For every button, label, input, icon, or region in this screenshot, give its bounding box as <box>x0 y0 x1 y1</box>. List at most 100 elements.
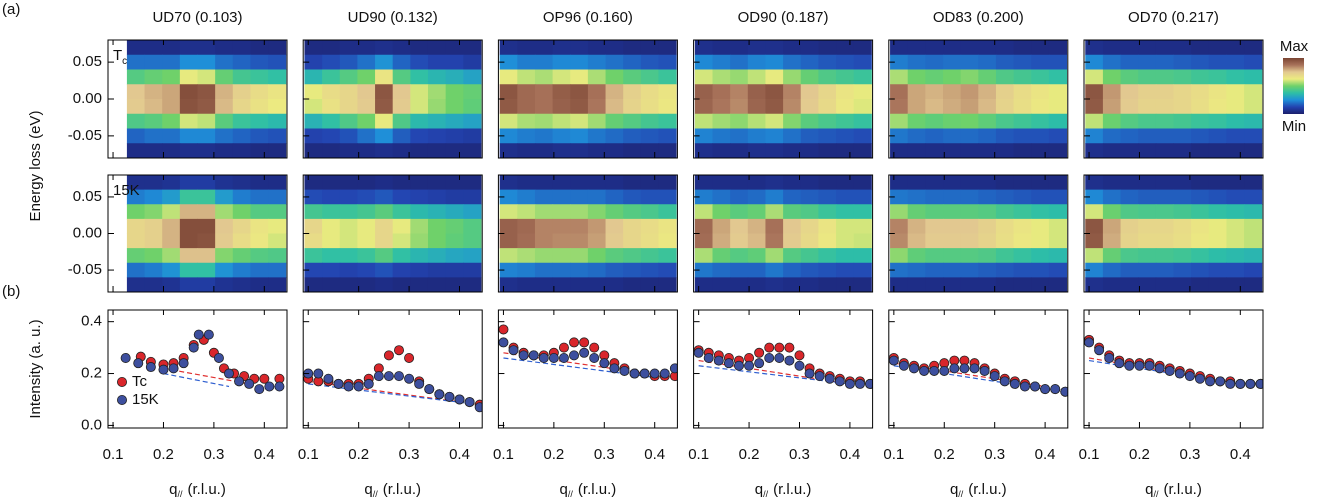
data-point <box>599 358 610 369</box>
heatmap-cell <box>1085 189 1104 205</box>
x-axis-title: q// (r.l.u.) <box>169 481 226 499</box>
heatmap-cell <box>1085 233 1104 249</box>
heatmap-cell <box>322 113 341 129</box>
data-point <box>1134 360 1145 371</box>
heatmap-cell <box>623 189 642 205</box>
heatmap-cell <box>1155 84 1174 100</box>
data-point <box>474 402 483 413</box>
x-tick-label: 0.2 <box>1129 446 1150 463</box>
axes-frame <box>693 309 874 429</box>
heatmap-cell <box>1226 128 1245 144</box>
heatmap-cell <box>907 99 926 115</box>
heatmap-cell <box>1138 113 1157 129</box>
data-point <box>313 368 324 379</box>
data-point <box>909 363 920 374</box>
heatmap-cell <box>1138 84 1157 100</box>
heatmap-cell <box>1120 233 1139 249</box>
axes-frame <box>1083 309 1264 429</box>
heatmap-cell <box>978 175 997 191</box>
plot <box>126 175 287 292</box>
heatmap-cell <box>162 175 181 191</box>
heatmap-cell <box>427 262 447 278</box>
heatmap-cell <box>836 54 855 70</box>
plot <box>888 352 1068 397</box>
heatmap-cell <box>1244 143 1263 158</box>
x-axis-title-sub: // <box>763 489 769 499</box>
heatmap-cell <box>197 69 216 85</box>
data-point <box>814 371 825 382</box>
heatmap-cell <box>1048 175 1068 191</box>
heatmap-cell <box>587 128 607 144</box>
annotation: 15K <box>113 182 140 199</box>
heatmap-cell <box>1102 262 1122 278</box>
data-point <box>259 373 270 384</box>
heatmap-cell <box>783 248 802 264</box>
heatmap-cell <box>162 262 181 278</box>
x-tick-label: 0.4 <box>1035 446 1056 463</box>
heatmap-cell <box>1048 143 1068 158</box>
heatmap-cell <box>304 248 323 264</box>
heatmap-cell <box>304 128 323 144</box>
heatmap-cell <box>978 128 997 144</box>
heatmap-cell <box>322 54 341 70</box>
heatmap-cell <box>978 189 997 205</box>
heatmap-cell <box>943 69 962 85</box>
heatmap-cell <box>925 143 944 158</box>
heatmap-cell <box>658 69 677 85</box>
data-point <box>589 342 600 353</box>
x-axis-title-main: q <box>1145 481 1153 498</box>
heatmap-cell <box>375 204 394 220</box>
heatmap-cell <box>357 233 376 249</box>
heatmap-cell <box>853 143 872 158</box>
heatmap-cell <box>179 233 198 249</box>
data-point <box>919 365 930 376</box>
heatmap-cell <box>126 99 146 115</box>
heatmap-cell <box>268 54 287 70</box>
heatmap-cell <box>712 175 731 191</box>
colorbar-min-label: Min <box>1282 118 1306 135</box>
heatmap-cell <box>818 204 837 220</box>
heatmap-cell <box>623 218 642 234</box>
heatmap-cell <box>925 189 944 205</box>
heatmap-cell <box>960 218 979 234</box>
heatmap-cell <box>836 40 855 56</box>
background-line <box>163 372 230 388</box>
heatmap-cell <box>250 54 269 70</box>
heatmap-cell <box>800 128 819 144</box>
data-point <box>794 360 805 371</box>
heatmap-cell <box>730 262 749 278</box>
heatmap-cell <box>623 248 642 264</box>
heatmap-cell <box>445 143 464 158</box>
heatmap-cell <box>818 99 837 115</box>
heatmap-cell <box>907 233 926 249</box>
heatmap-cell <box>232 262 251 278</box>
heatmap-cell <box>712 113 731 129</box>
heatmap-cell <box>587 175 607 191</box>
heatmap-cell <box>517 54 536 70</box>
background-line <box>698 359 851 385</box>
heatmap-cell <box>357 262 376 278</box>
heatmap-cell <box>1048 233 1068 249</box>
heatmap-cell <box>658 189 677 205</box>
data-point <box>589 352 600 363</box>
heatmap-cell <box>144 175 163 191</box>
heatmap-cell <box>1226 262 1245 278</box>
heatmap-cell <box>339 233 358 249</box>
heatmap-cell <box>818 40 837 56</box>
heatmap-cell <box>322 143 341 158</box>
heatmap-cell <box>1226 113 1245 129</box>
heatmap-cell <box>925 40 944 56</box>
x-axis-title-main: q <box>560 481 568 498</box>
heatmap-cell <box>463 40 482 56</box>
heatmap-cell <box>144 113 163 129</box>
heatmap-cell <box>1085 84 1104 100</box>
data-point <box>145 362 156 373</box>
heatmap-cell <box>1155 69 1174 85</box>
heatmap-cell <box>517 248 536 264</box>
heatmap-cell <box>1138 99 1157 115</box>
heatmap-cell <box>1173 84 1192 100</box>
heatmap-cell <box>747 277 766 292</box>
heatmap-cell <box>144 189 163 205</box>
data-point <box>764 342 775 353</box>
heatmap-cell <box>658 54 677 70</box>
